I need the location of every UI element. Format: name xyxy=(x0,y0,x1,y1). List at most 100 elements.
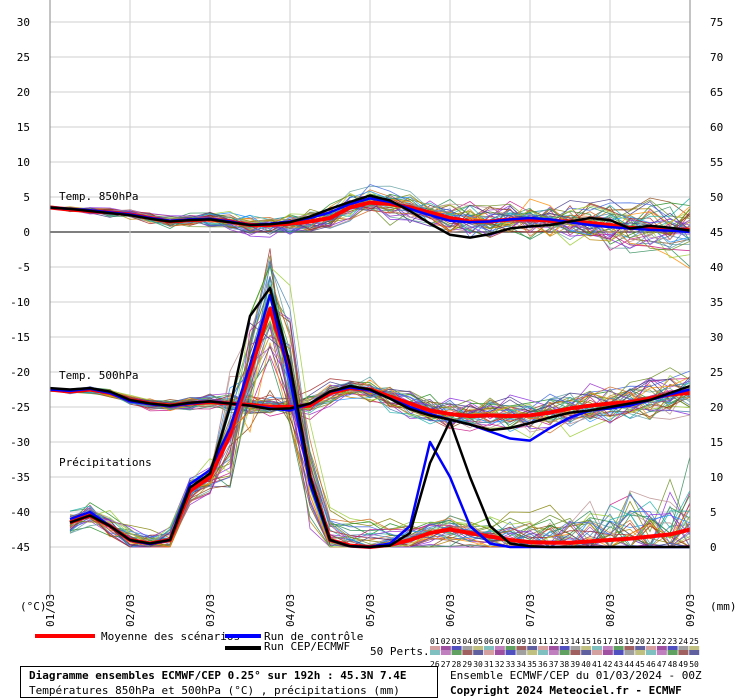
left-tick-label: 20 xyxy=(17,86,30,99)
pert-swatch xyxy=(440,646,451,651)
pert-swatch xyxy=(516,650,527,655)
legend-ecmwf-swatch xyxy=(225,646,261,650)
footer-subtitle: Températures 850hPa et 500hPa (°C) , pré… xyxy=(29,684,400,697)
pert-number: 08 xyxy=(506,637,516,646)
grid xyxy=(49,0,691,597)
pert-number: 20 xyxy=(635,637,645,646)
pert-number: 07 xyxy=(495,637,505,646)
t500-annotation: Temp. 500hPa xyxy=(59,369,138,382)
pert-number: 12 xyxy=(549,637,559,646)
pert-number: 36 xyxy=(538,660,548,668)
series-line-precip-ecmwf xyxy=(69,286,690,549)
series-line-t500-ecmwf xyxy=(49,384,691,432)
pert-swatch xyxy=(430,650,440,655)
legend-control-swatch xyxy=(225,634,261,638)
pert-number: 27 xyxy=(441,660,451,668)
pert-number: 32 xyxy=(495,660,505,668)
pert-number: 23 xyxy=(668,637,678,646)
pert-number: 50 xyxy=(689,660,699,668)
pert-swatch xyxy=(494,650,505,655)
pert-number: 09 xyxy=(516,637,526,646)
x-tick-label: 09/03 xyxy=(684,594,697,627)
footer-title-box: Diagramme ensembles ECMWF/CEP 0.25° sur … xyxy=(20,666,438,698)
left-tick-label: 25 xyxy=(17,51,30,64)
pert-swatch xyxy=(624,646,635,651)
ensemble-member-line xyxy=(69,322,691,548)
pert-swatch xyxy=(602,650,613,655)
x-tick-label: 04/03 xyxy=(284,594,297,627)
right-tick-label: 20 xyxy=(710,401,723,414)
pert-number: 02 xyxy=(441,637,451,646)
pert-number: 18 xyxy=(614,637,624,646)
left-tick-label: -5 xyxy=(17,261,30,274)
pert-swatch xyxy=(613,650,624,655)
legend-mean-label: Moyenne des scénarios xyxy=(101,630,241,643)
pert-number: 06 xyxy=(484,637,494,646)
x-tick-label: 08/03 xyxy=(604,594,617,627)
pert-number: 17 xyxy=(603,637,613,646)
pert-swatch xyxy=(581,646,592,651)
footer-title: Diagramme ensembles ECMWF/CEP 0.25° sur … xyxy=(29,669,407,682)
right-tick-label: 70 xyxy=(710,51,723,64)
pert-swatch xyxy=(462,650,473,655)
pert-swatch xyxy=(505,646,516,651)
pert-swatch xyxy=(570,650,581,655)
pert-number: 35 xyxy=(527,660,537,668)
pert-number: 24 xyxy=(678,637,688,646)
pert-swatch xyxy=(548,650,559,655)
pert-number: 39 xyxy=(570,660,580,668)
pert-swatch xyxy=(440,650,451,655)
pert-number: 48 xyxy=(668,660,678,668)
pert-swatch xyxy=(570,646,581,651)
pert-swatch xyxy=(592,650,602,655)
pert-swatch xyxy=(505,650,516,655)
pert-number: 11 xyxy=(538,637,548,646)
right-tick-label: 15 xyxy=(710,436,723,449)
right-tick-label: 30 xyxy=(710,331,723,344)
pert-swatch xyxy=(516,646,527,651)
ensemble-run-info: Ensemble ECMWF/CEP du 01/03/2024 - 00Z xyxy=(450,669,702,682)
pert-swatch xyxy=(527,650,538,655)
pert-number: 21 xyxy=(646,637,656,646)
left-tick-label: 15 xyxy=(17,121,30,134)
x-tick-label: 02/03 xyxy=(124,594,137,627)
legend-control-label: Run de contrôle xyxy=(264,630,364,643)
pert-swatch xyxy=(484,646,494,651)
right-tick-label: 0 xyxy=(710,541,717,554)
right-tick-label: 25 xyxy=(710,366,723,379)
pert-number: 01 xyxy=(430,637,440,646)
x-tick-label: 01/03 xyxy=(44,594,57,627)
pert-number: 22 xyxy=(657,637,667,646)
ensemble-member-line xyxy=(49,201,691,240)
pert-swatch xyxy=(538,650,548,655)
legend-mean-swatch xyxy=(35,634,95,638)
x-tick-label: 06/03 xyxy=(444,594,457,627)
pert-number: 03 xyxy=(452,637,462,646)
pert-swatch xyxy=(430,646,440,651)
pert-number: 34 xyxy=(516,660,526,668)
pert-swatch xyxy=(462,646,473,651)
left-tick-label: -20 xyxy=(10,366,30,379)
right-tick-label: 10 xyxy=(710,471,723,484)
pert-number: 31 xyxy=(484,660,494,668)
pert-swatch xyxy=(635,646,646,651)
pert-swatch xyxy=(667,650,678,655)
pert-number: 42 xyxy=(603,660,613,668)
pert-swatch xyxy=(494,646,505,651)
pert-number: 29 xyxy=(462,660,472,668)
pert-swatch xyxy=(678,650,689,655)
pert-number: 43 xyxy=(614,660,624,668)
legend-ecmwf-label: Run CEP/ECMWF xyxy=(264,640,351,653)
pert-number: 49 xyxy=(678,660,688,668)
pert-swatch xyxy=(689,650,700,655)
pert-number: 47 xyxy=(657,660,667,668)
perturbations-legend: 01 02 03 04 05 06 07 08 09 10 11 12 13 14 15 16 17 18 19 20… xyxy=(430,637,700,668)
series-line-t850-ecmwf xyxy=(49,194,691,239)
pert-swatch xyxy=(527,646,538,651)
pert-number: 13 xyxy=(560,637,570,646)
pert-number: 44 xyxy=(624,660,634,668)
pert-swatch xyxy=(548,646,559,651)
left-tick-label: -10 xyxy=(10,296,30,309)
right-tick-label: 45 xyxy=(710,226,723,239)
